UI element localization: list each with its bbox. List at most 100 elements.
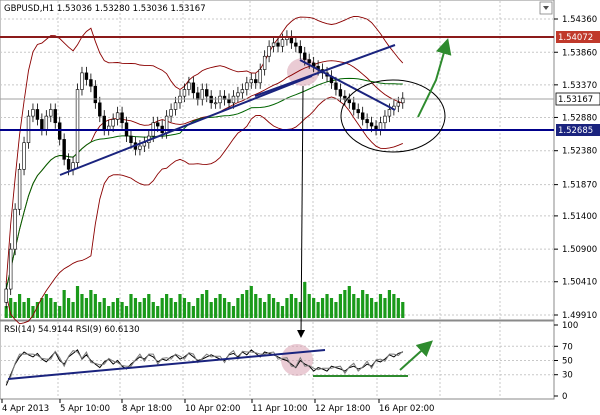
volume-bar <box>294 298 298 318</box>
candle <box>57 116 62 146</box>
volume-bar <box>196 298 200 318</box>
volume-bar <box>124 306 129 318</box>
candle-body <box>196 92 200 100</box>
candle <box>196 86 200 106</box>
candle-body <box>93 85 98 104</box>
time-axis: 4 Apr 2013 5 Apr 10:00 8 Apr 18:00 10 Apr 0… <box>1 399 434 414</box>
volume-bar <box>222 298 227 318</box>
candle-body <box>352 102 356 110</box>
time-tick-label: 16 Apr 02:00 <box>379 404 434 414</box>
candle <box>236 86 240 103</box>
volume-bar <box>53 302 57 318</box>
candle-body <box>401 97 405 104</box>
candle-body <box>31 109 35 117</box>
candle <box>71 156 75 176</box>
moving-average-line <box>5 77 403 290</box>
candle-body <box>213 102 218 105</box>
price-tick-label: 1.51400 <box>562 212 597 222</box>
candle <box>240 83 245 99</box>
candle-body <box>245 82 249 90</box>
volume-bar <box>271 298 276 318</box>
volume-bar <box>227 302 231 318</box>
bollinger-bands <box>5 15 404 325</box>
volume-bar <box>383 298 387 318</box>
time-tick-label: 5 Apr 10:00 <box>60 404 110 414</box>
consolidation-ellipse <box>340 79 446 153</box>
candle <box>271 36 276 53</box>
volume-bar <box>263 302 267 318</box>
volume-bar <box>80 294 84 318</box>
candle-body <box>102 115 106 130</box>
volume-bar <box>129 294 133 318</box>
candle-body <box>138 145 142 150</box>
candle-body <box>13 208 17 250</box>
time-tick-label: 10 Apr 02:00 <box>185 404 240 414</box>
candle <box>294 36 298 53</box>
current-price-label: 1.53167 <box>558 95 593 105</box>
volume-bar <box>31 306 35 318</box>
volume-bar <box>102 298 106 318</box>
volume-bar <box>147 294 151 318</box>
volume-bar <box>93 294 97 318</box>
candle <box>49 103 53 123</box>
downtrend-line <box>299 59 396 111</box>
volume-bar <box>352 294 356 318</box>
candle <box>191 76 196 99</box>
volume-bar <box>111 302 115 318</box>
price-tick-label: 1.51870 <box>562 181 597 191</box>
price-tick-label: 1.52880 <box>562 113 597 123</box>
rsi-bullish-arrow <box>399 340 433 371</box>
candle-body <box>369 122 374 127</box>
candle <box>35 103 40 126</box>
candle <box>40 113 44 136</box>
price-tick-label: 1.49910 <box>562 311 597 321</box>
volume-bar <box>173 302 178 318</box>
candle <box>142 136 147 153</box>
candle-body <box>57 122 62 140</box>
candle <box>307 53 311 69</box>
candle <box>84 66 89 86</box>
candle-body <box>396 102 401 107</box>
volume-bar <box>374 302 378 318</box>
candle-body <box>89 79 93 87</box>
candle <box>93 80 98 109</box>
volume-bar <box>392 294 396 318</box>
candle <box>17 163 22 216</box>
candle-body <box>84 72 89 80</box>
main-panel-frame <box>0 0 555 321</box>
support-label-box <box>556 124 600 136</box>
candle <box>44 110 49 136</box>
candle <box>169 103 173 123</box>
volume-bar <box>17 294 22 318</box>
candle <box>102 110 106 136</box>
candle-body <box>17 169 22 210</box>
volume-bar <box>71 302 75 318</box>
volume-bar <box>325 294 329 318</box>
volume-bar <box>9 298 13 318</box>
candle <box>267 40 271 63</box>
bullish-arrow <box>417 38 452 118</box>
uptrend-line <box>59 75 313 176</box>
volume-bar <box>107 306 111 318</box>
volume-bar <box>320 298 325 318</box>
bollinger-upper <box>5 15 404 284</box>
candle <box>289 30 294 49</box>
volume-bar <box>280 306 285 318</box>
candle-body <box>35 109 40 120</box>
candle-body <box>129 135 133 144</box>
volume-bar <box>133 298 138 318</box>
volume-bar <box>245 290 249 318</box>
candle <box>378 116 383 136</box>
divergence-connector-arrow <box>297 85 306 338</box>
candle-body <box>191 82 196 94</box>
candle-body <box>80 72 84 90</box>
price-tick-label: 1.53370 <box>562 81 597 91</box>
price-tick-label: 1.52380 <box>562 147 597 157</box>
candle-body <box>280 39 285 47</box>
volume-bar <box>334 302 338 318</box>
volume-bar <box>26 298 31 318</box>
candle <box>129 130 133 149</box>
volume-bar <box>396 298 400 318</box>
volume-bar <box>13 302 17 318</box>
bollinger-lower <box>5 96 403 325</box>
